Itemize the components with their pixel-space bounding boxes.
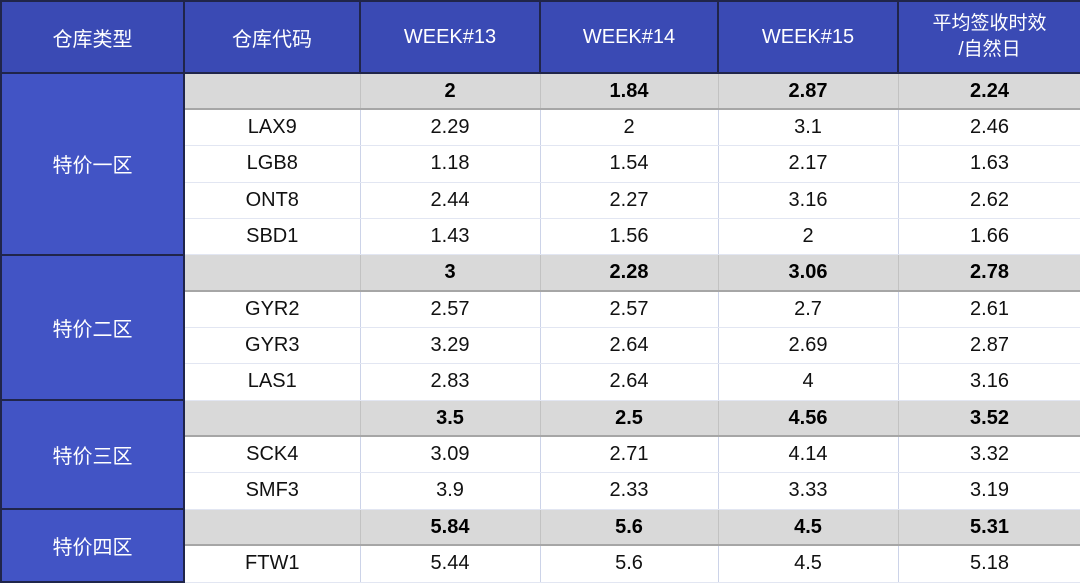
value-cell: 3.33: [717, 472, 899, 510]
summary-value-cell: 5.84: [359, 508, 541, 547]
summary-value-cell: 2: [359, 72, 541, 111]
summary-value-cell: 5.31: [897, 508, 1080, 547]
column-header-4: WEEK#14: [539, 0, 719, 74]
table-body: 特价一区 2 1.84 2.87 2.24 LAX9 2.29 2 3.1 2.46 LGB8 1.1…: [0, 72, 1080, 583]
value-cell: 2.71: [539, 435, 719, 474]
table-row: LAX9 2.29 2 3.1 2.46: [1, 108, 1080, 147]
value-cell: 2.29: [359, 108, 541, 147]
value-cell: 5.18: [897, 544, 1080, 583]
summary-value-cell: 2.28: [539, 254, 719, 293]
value-cell: 5.44: [359, 544, 541, 583]
summary-value-cell: 3.06: [717, 254, 899, 293]
warehouse-code-cell: GYR3: [183, 326, 361, 365]
table-row: ONT8 2.44 2.27 3.16 2.62: [1, 181, 1080, 219]
group-summary-row: 特价三区 3.5 2.5 4.56 3.52: [0, 399, 1080, 511]
table-row: SMF3 3.9 2.33 3.33 3.19: [1, 472, 1080, 510]
value-cell: 4.14: [717, 435, 899, 474]
value-cell: 3.29: [359, 326, 541, 365]
value-cell: 2.57: [539, 290, 719, 328]
value-cell: 2.27: [539, 181, 719, 219]
value-cell: 2.57: [359, 290, 541, 328]
value-cell: 3.16: [897, 363, 1080, 401]
value-cell: 2.46: [897, 108, 1080, 147]
summary-value-cell: 2.78: [897, 254, 1080, 293]
table-row: FTW1 5.44 5.6 4.5 5.18: [1, 544, 1080, 583]
value-cell: 1.66: [897, 217, 1080, 256]
value-cell: 2.7: [717, 290, 899, 328]
value-cell: 2.17: [717, 145, 899, 183]
summary-value-cell: 2.5: [539, 399, 719, 438]
value-cell: 2: [539, 108, 719, 147]
table-row: SBD1 1.43 1.56 2 1.66: [1, 217, 1080, 256]
value-cell: 2.69: [717, 326, 899, 365]
table-header: 仓库类型 仓库代码 WEEK#13 WEEK#14 WEEK#15 平均签收时效 /自然日: [0, 0, 1080, 74]
value-cell: 2: [717, 217, 899, 256]
summary-value-cell: 3.5: [359, 399, 541, 438]
value-cell: 2.62: [897, 181, 1080, 219]
value-cell: 4: [717, 363, 899, 401]
value-cell: 3.32: [897, 435, 1080, 474]
value-cell: 1.63: [897, 145, 1080, 183]
column-header-5: WEEK#15: [717, 0, 899, 74]
table-row: SCK4 3.09 2.71 4.14 3.32: [1, 435, 1080, 474]
value-cell: 2.61: [897, 290, 1080, 328]
summary-value-cell: 3.52: [897, 399, 1080, 438]
table-row: LAS1 2.83 2.64 4 3.16: [1, 363, 1080, 401]
warehouse-code-cell: LAS1: [183, 363, 361, 401]
value-cell: 2.44: [359, 181, 541, 219]
zone-cell-4: 特价四区: [0, 508, 185, 583]
warehouse-code-cell: SCK4: [183, 435, 361, 474]
value-cell: 5.6: [539, 544, 719, 583]
summary-value-cell: 1.84: [539, 72, 719, 111]
value-cell: 3.19: [897, 472, 1080, 510]
value-cell: 1.43: [359, 217, 541, 256]
summary-value-cell: 4.5: [717, 508, 899, 547]
warehouse-code-cell: FTW1: [183, 544, 361, 583]
summary-value-cell: 2.24: [897, 72, 1080, 111]
summary-value-cell: 3: [359, 254, 541, 293]
summary-value-cell: 4.56: [717, 399, 899, 438]
value-cell: 4.5: [717, 544, 899, 583]
value-cell: 3.16: [717, 181, 899, 219]
table-row: GYR2 2.57 2.57 2.7 2.61: [1, 290, 1080, 328]
value-cell: 1.56: [539, 217, 719, 256]
value-cell: 2.33: [539, 472, 719, 510]
group-summary-row: 特价四区 5.84 5.6 4.5 5.31: [0, 508, 1080, 583]
summary-code-cell-empty: [183, 508, 361, 547]
summary-code-cell-empty: [183, 72, 361, 111]
warehouse-code-cell: GYR2: [183, 290, 361, 328]
value-cell: 3.9: [359, 472, 541, 510]
warehouse-code-cell: LGB8: [183, 145, 361, 183]
warehouse-code-cell: SBD1: [183, 217, 361, 256]
value-cell: 2.64: [539, 363, 719, 401]
header-row: 仓库类型 仓库代码 WEEK#13 WEEK#14 WEEK#15 平均签收时效 /自然日: [0, 0, 1080, 74]
summary-value-cell: 2.87: [717, 72, 899, 111]
warehouse-code-cell: SMF3: [183, 472, 361, 510]
value-cell: 2.87: [897, 326, 1080, 365]
warehouse-code-cell: ONT8: [183, 181, 361, 219]
value-cell: 2.64: [539, 326, 719, 365]
zone-cell-3: 特价三区: [0, 399, 185, 511]
summary-value-cell: 5.6: [539, 508, 719, 547]
column-header-2: 仓库代码: [183, 0, 361, 74]
group-summary-row: 特价一区 2 1.84 2.87 2.24: [0, 72, 1080, 256]
column-header-6: 平均签收时效 /自然日: [897, 0, 1080, 74]
column-header-3: WEEK#13: [359, 0, 541, 74]
column-header-1: 仓库类型: [0, 0, 185, 74]
warehouse-code-cell: LAX9: [183, 108, 361, 147]
zone-cell-2: 特价二区: [0, 253, 185, 402]
summary-code-cell-empty: [183, 399, 361, 438]
value-cell: 1.54: [539, 145, 719, 183]
value-cell: 2.83: [359, 363, 541, 401]
zone-cell-1: 特价一区: [0, 72, 185, 256]
table-row: LGB8 1.18 1.54 2.17 1.63: [1, 145, 1080, 183]
summary-code-cell-empty: [183, 254, 361, 293]
value-cell: 3.1: [717, 108, 899, 147]
value-cell: 3.09: [359, 435, 541, 474]
value-cell: 1.18: [359, 145, 541, 183]
group-summary-row: 特价二区 3 2.28 3.06 2.78: [0, 253, 1080, 402]
